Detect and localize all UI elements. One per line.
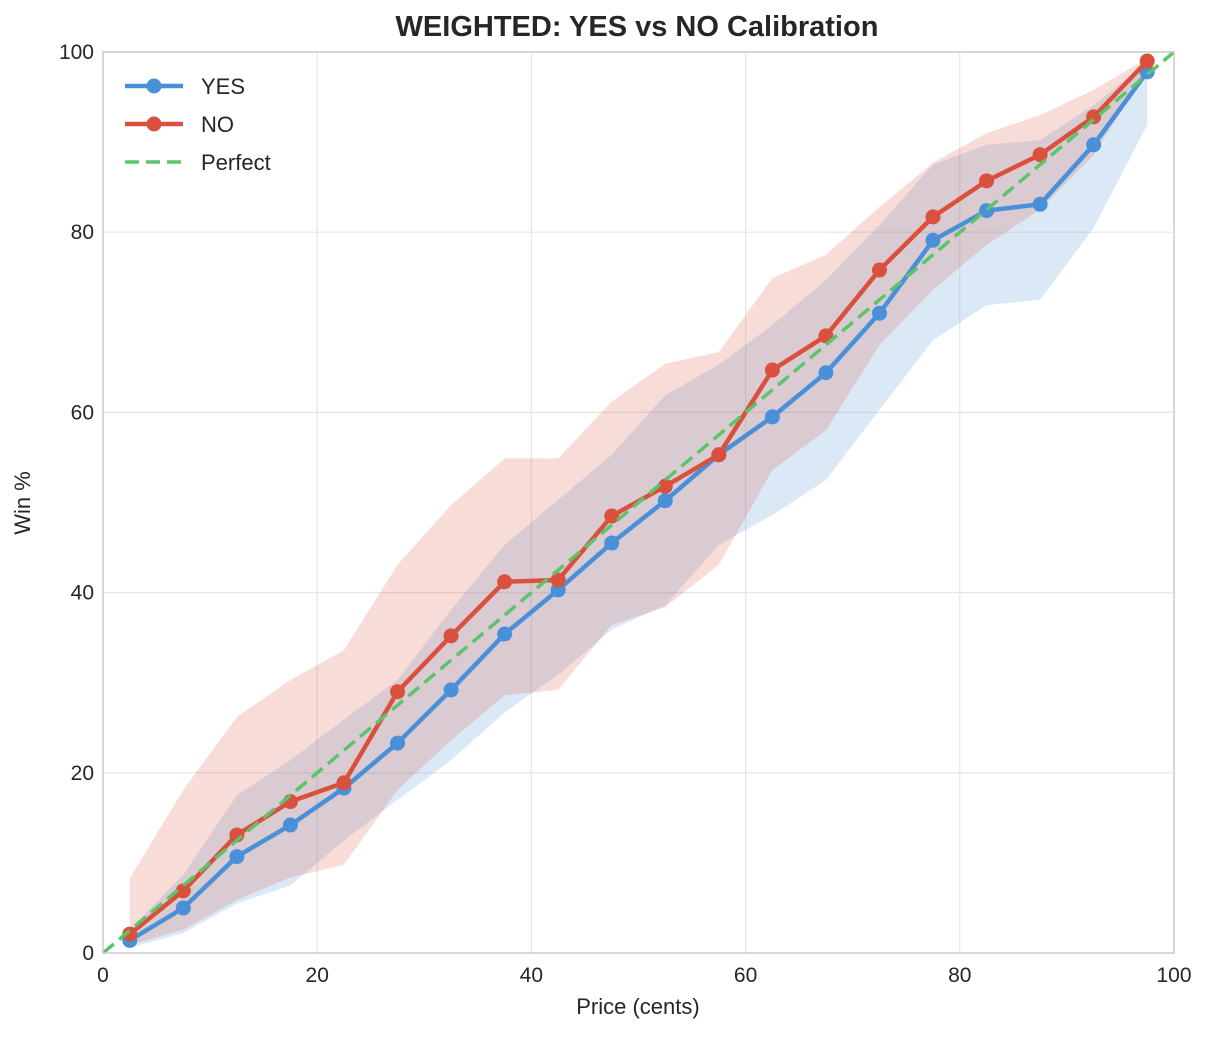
no-data-point <box>1139 53 1155 69</box>
yes-data-point <box>604 535 620 551</box>
no-data-point <box>979 173 995 189</box>
no-data-point <box>443 628 459 644</box>
y-tick-label: 0 <box>82 942 94 965</box>
yes-data-point <box>1086 137 1102 153</box>
y-tick-label: 20 <box>71 762 94 785</box>
x-tick-label: 40 <box>520 964 543 987</box>
no-data-point <box>764 362 780 378</box>
yes-data-point <box>925 232 941 248</box>
no-data-point <box>336 775 352 791</box>
y-axis-label: Win % <box>10 471 35 535</box>
series-lines <box>101 50 1176 955</box>
yes-data-point <box>657 493 673 509</box>
yes-legend-label: YES <box>201 74 245 99</box>
yes-data-point <box>871 305 887 321</box>
yes-data-point <box>229 849 245 865</box>
yes-data-point <box>818 365 834 381</box>
yes-data-point <box>390 735 406 751</box>
no-data-point <box>604 508 620 524</box>
perfect-legend-label: Perfect <box>201 150 271 175</box>
x-axis-label: Price (cents) <box>576 994 699 1019</box>
yes-data-point <box>1032 196 1048 212</box>
y-tick-label: 40 <box>71 582 94 605</box>
no-data-point <box>550 572 566 588</box>
yes-data-point <box>175 900 191 916</box>
no-data-point <box>925 209 941 225</box>
no-data-point <box>711 447 727 463</box>
tick-labels: 0 20 40 60 80 100 0 20 40 60 80 100 <box>59 41 1192 987</box>
chart-title: WEIGHTED: YES vs NO Calibration <box>396 11 879 43</box>
yes-data-point <box>443 682 459 698</box>
no-legend-marker <box>146 116 162 132</box>
no-data-point <box>122 926 138 942</box>
x-tick-label: 80 <box>948 964 971 987</box>
no-data-point <box>871 262 887 278</box>
perfect-calibration-line <box>101 50 1176 955</box>
yes-data-point <box>282 817 298 833</box>
x-tick-label: 100 <box>1156 964 1191 987</box>
no-data-point <box>390 684 406 700</box>
x-tick-label: 20 <box>306 964 329 987</box>
yes-legend-marker <box>146 78 162 94</box>
yes-data-point <box>764 409 780 425</box>
yes-data-point <box>497 626 513 642</box>
legend: YES NO Perfect <box>125 74 271 175</box>
y-tick-label: 60 <box>71 401 94 424</box>
plot-frame <box>102 51 1175 954</box>
x-tick-label: 0 <box>97 964 109 987</box>
no-data-point <box>1032 147 1048 163</box>
x-tick-label: 60 <box>734 964 757 987</box>
no-data-point <box>497 574 513 590</box>
no-legend-label: NO <box>201 112 234 137</box>
no-data-point <box>657 478 673 494</box>
y-tick-label: 80 <box>71 221 94 244</box>
y-tick-label: 100 <box>59 41 94 64</box>
no-data-point <box>175 883 191 899</box>
